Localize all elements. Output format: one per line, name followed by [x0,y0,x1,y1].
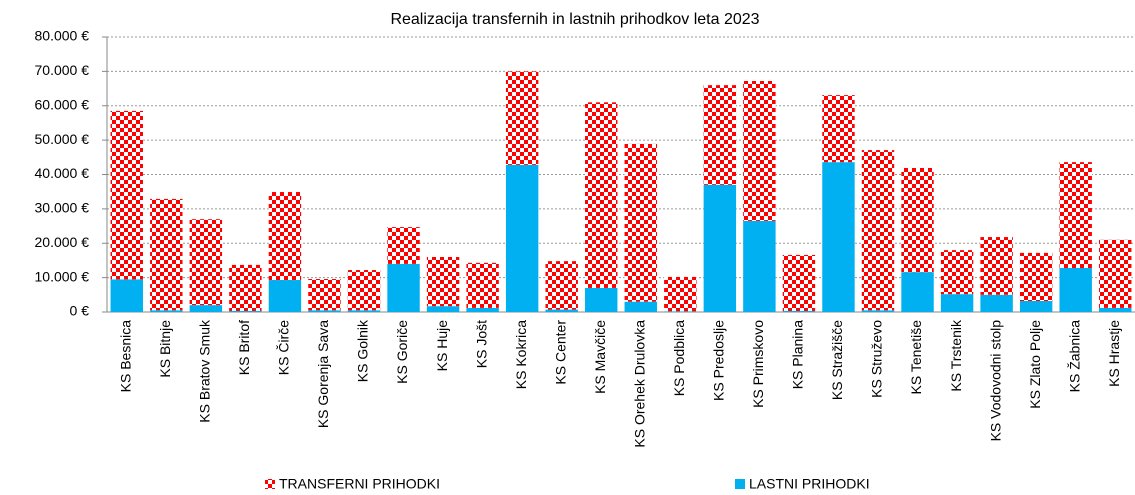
bar-segment [940,250,974,295]
bar-segment [268,280,302,312]
bar-segment [861,310,895,312]
y-tick-label: 30.000 € [35,200,90,216]
x-tick-label: KS Goriče [394,320,410,384]
bar-segment [743,81,776,221]
x-tick-label: KS Struževo [869,320,885,398]
x-tick-label: KS Podblica [671,320,687,396]
x-tick-label: KS Mavčiče [592,320,608,394]
x-tick-label: KS Žabnica [1066,320,1082,393]
legend-swatch [265,479,275,489]
bar-segment [901,167,934,273]
x-tick-label: KS Britof [236,320,252,375]
bar-segment [1019,301,1053,312]
x-tick-label: KS Center [552,320,568,385]
x-tick-label: KS Kokrica [513,320,529,389]
x-tick-label: KS Golnik [355,319,371,382]
bar-segment [901,272,934,312]
bar-segment [466,307,499,312]
bar-segment [743,220,776,312]
y-tick-label: 20.000 € [35,234,90,250]
y-tick-label: 40.000 € [35,165,90,181]
bar-segment [940,294,974,312]
bar-segment [703,184,737,312]
x-tick-label: KS Trstenik [948,319,964,392]
y-tick-label: 0 € [70,303,90,319]
bar-segment [426,306,460,312]
x-tick-label: KS Tenetiše [908,320,924,395]
bar-segment [1099,307,1132,312]
bar-segment [387,227,420,264]
bar-segment [505,71,539,165]
y-tick-label: 50.000 € [35,131,90,147]
bar-segment [1059,268,1092,312]
x-tick-label: KS Huje [434,320,450,372]
bar-segment [980,237,1013,295]
bar-segment [229,310,262,312]
bar-segment [822,162,855,312]
bar-segment [585,287,618,312]
bar-segment [624,143,657,302]
bar-segment [505,164,539,312]
y-tick-label: 10.000 € [35,268,90,284]
x-tick-label: KS Jošt [473,320,489,368]
y-tick-label: 60.000 € [35,96,90,112]
bar-segment [308,310,341,312]
bar-segment [1059,162,1092,268]
bar-segment [189,219,223,306]
bar-segment [585,102,618,288]
bar-segment [861,150,895,311]
bar-segment [347,270,381,311]
x-tick-label: KS Hrastje [1106,320,1122,387]
bar-segment [150,310,183,312]
bar-segment [624,301,657,312]
x-tick-label: KS Planina [790,320,806,389]
bar-segment [466,262,499,308]
bar-segment [664,276,697,312]
x-tick-label: KS Predoslje [711,320,727,401]
x-tick-label: KS Bitnje [157,320,173,378]
x-tick-label: KS Zlato Polje [1027,320,1043,409]
bar-segment [545,309,578,312]
bar-segment [1099,239,1132,308]
bar-segment [110,110,143,280]
bar-segment [822,95,855,163]
bar-segment [189,305,223,312]
x-tick-label: KS Gorenja Sava [315,320,331,428]
bar-segment [980,294,1013,312]
legend-label: TRANSFERNI PRIHODKI [279,476,440,492]
y-tick-label: 80.000 € [35,28,90,44]
x-tick-label: KS Orehek Drulovka [631,320,647,448]
bar-segment [1019,252,1053,301]
bar-segment [268,192,302,281]
bar-segment [664,311,697,312]
bar-segment [150,198,183,311]
bar-segment [782,254,816,311]
legend-swatch [735,479,745,489]
x-tick-label: KS Vodovodni stolp [987,320,1003,442]
bar-segment [782,310,816,312]
x-tick-label: KS Besnica [117,320,133,393]
bar-segment [426,257,460,307]
x-tick-label: KS Stražišče [829,320,845,400]
bar-segment [110,279,143,312]
x-tick-label: KS Bratov Smuk [197,319,213,423]
bar-segment [703,85,737,185]
y-tick-label: 70.000 € [35,62,90,78]
bar-segment [229,264,262,311]
chart-title: Realizacija transfernih in lastnih priho… [390,11,759,28]
x-tick-label: KS Primskovo [750,320,766,408]
legend-label: LASTNI PRIHODKI [749,476,870,492]
bar-segment [308,279,341,311]
x-tick-label: KS Čirče [276,320,292,375]
bar-segment [387,263,420,312]
bar-segment [347,310,381,312]
bar-segment [545,261,578,310]
